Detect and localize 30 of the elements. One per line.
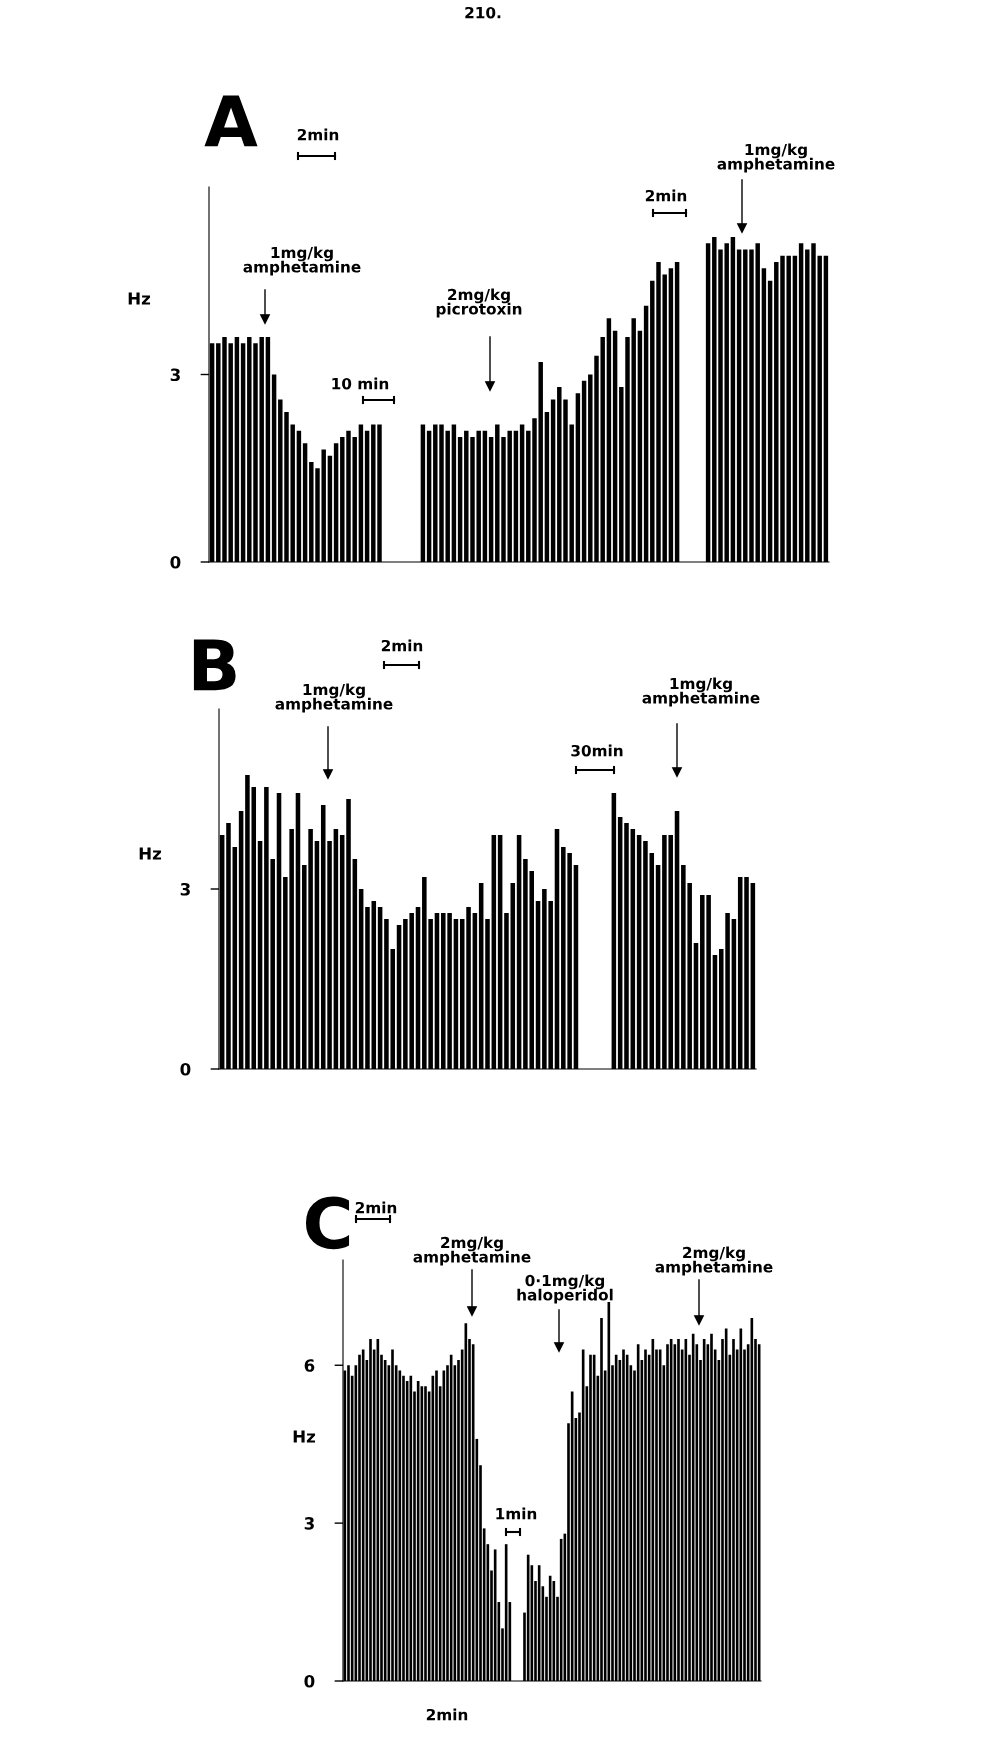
- annotation: 2mg/kg picrotoxin: [436, 288, 522, 318]
- annotation: 2min: [645, 189, 687, 202]
- y-axis-title: Hz: [139, 847, 162, 860]
- y-axis-title: Hz: [128, 292, 151, 305]
- y-axis-title: Hz: [293, 1430, 316, 1443]
- text: 2min: [426, 1708, 468, 1721]
- chart-title: C: [305, 1196, 350, 1250]
- text: 1mg/kg amphetamine: [642, 677, 760, 707]
- chart-title: B: [193, 639, 236, 691]
- text: 2min: [355, 1201, 397, 1214]
- text: 2min: [381, 639, 423, 652]
- text: 2min: [297, 128, 339, 141]
- annotation: 0·1mg/kg haloperidol: [517, 1274, 613, 1304]
- annotation: 30min: [571, 744, 623, 757]
- chart-title: A: [204, 95, 258, 147]
- text: 210.: [465, 6, 501, 19]
- annotation: 2mg/kg amphetamine: [655, 1246, 773, 1276]
- y-tick-label: 3: [180, 882, 190, 896]
- y-tick-label: 0: [180, 1062, 191, 1076]
- annotation: 10 min: [332, 377, 389, 390]
- annotation: 1min: [496, 1507, 537, 1520]
- annotation: 1mg/kg amphetamine: [275, 683, 393, 713]
- y-tick-label: 0: [304, 1674, 315, 1688]
- annotation: 1mg/kg amphetamine: [243, 246, 361, 276]
- text: 1mg/kg amphetamine: [717, 143, 835, 173]
- y-tick-label: 3: [170, 368, 180, 382]
- y-tick-label: 0: [170, 555, 181, 569]
- y-tick-label: 6: [304, 1359, 315, 1372]
- y-tick-label: 3: [304, 1517, 314, 1530]
- annotation: 2mg/kg amphetamine: [413, 1236, 531, 1266]
